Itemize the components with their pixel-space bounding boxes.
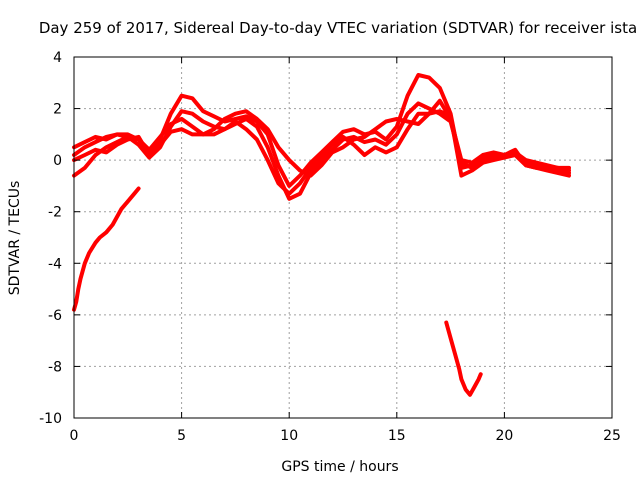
- x-axis-label: GPS time / hours: [281, 459, 398, 475]
- series-line-arc-early: [72, 186, 141, 312]
- x-tick-label: 0: [70, 428, 79, 444]
- y-tick-label: 4: [53, 50, 62, 66]
- series-line-track-c: [72, 109, 571, 196]
- y-axis-label: SDTVAR / TECUs: [7, 181, 23, 296]
- y-tick-label: -8: [48, 359, 62, 375]
- y-tick-label: -10: [39, 411, 62, 427]
- y-tick-label: -2: [48, 205, 62, 221]
- data-series: [72, 73, 571, 397]
- ticks: 0 5 10 15 20 25 -10 -8 -6 -4 -2 0 2 4: [39, 50, 621, 444]
- grid: [74, 57, 612, 418]
- series-line-track-a: [72, 73, 571, 188]
- series-line-track-d: [72, 98, 571, 178]
- chart-title: Day 259 of 2017, Sidereal Day-to-day VTE…: [39, 19, 637, 37]
- x-tick-label: 25: [603, 428, 621, 444]
- x-tick-label: 15: [388, 428, 406, 444]
- y-tick-label: 0: [53, 153, 62, 169]
- series-line-arc-late: [444, 320, 483, 397]
- plot-frame: [73, 56, 613, 419]
- x-tick-label: 20: [495, 428, 513, 444]
- y-tick-label: 2: [53, 102, 62, 118]
- x-tick-label: 5: [177, 428, 186, 444]
- x-tick-label: 10: [280, 428, 298, 444]
- y-tick-label: -6: [48, 308, 62, 324]
- y-tick-label: -4: [48, 256, 62, 272]
